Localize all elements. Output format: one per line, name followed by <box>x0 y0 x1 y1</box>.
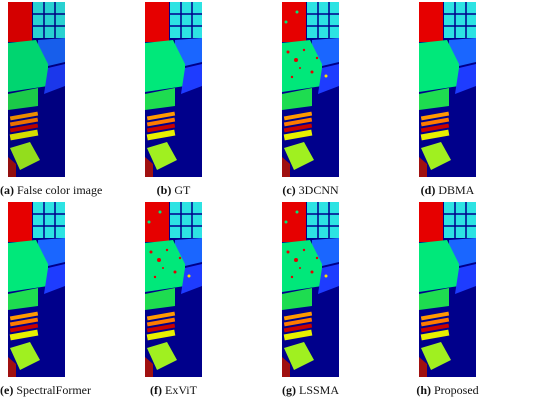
panel: (d) DBMA <box>411 2 548 198</box>
classification-map <box>8 2 65 177</box>
classification-map <box>419 2 476 177</box>
classification-map <box>282 202 339 377</box>
caption-text: Proposed <box>431 383 479 397</box>
classification-map <box>145 202 202 377</box>
caption-tag: (a) <box>0 183 14 197</box>
panel: (e) SpectralFormer <box>0 202 137 398</box>
panel: (a) False color image <box>0 2 137 198</box>
caption: (b) GT <box>137 183 210 198</box>
caption-text: GT <box>171 183 191 197</box>
classification-map <box>282 2 339 177</box>
caption-text: 3DCNN <box>295 183 339 197</box>
caption: (h) Proposed <box>411 383 484 398</box>
caption: (a) False color image <box>0 183 102 198</box>
caption-text: ExViT <box>162 383 197 397</box>
caption-text: LSSMA <box>295 383 339 397</box>
caption: (e) SpectralFormer <box>0 383 91 398</box>
caption-tag: (g) <box>281 383 296 397</box>
caption-tag: (d) <box>420 183 436 197</box>
caption-tag: (e) <box>0 383 14 397</box>
caption: (c) 3DCNN <box>274 183 347 198</box>
panel: (b) GT <box>137 2 274 198</box>
panel: (h) Proposed <box>411 202 548 398</box>
classification-map <box>8 202 65 377</box>
panel: (g) LSSMA <box>274 202 411 398</box>
panel: (c) 3DCNN <box>274 2 411 198</box>
panel: (f) ExViT <box>137 202 274 398</box>
caption-tag: (b) <box>156 183 172 197</box>
caption-tag: (f) <box>150 383 163 397</box>
classification-map <box>145 2 202 177</box>
caption: (d) DBMA <box>411 183 484 198</box>
caption: (f) ExViT <box>137 383 210 398</box>
caption-text: False color image <box>14 183 103 197</box>
caption-tag: (c) <box>282 183 296 197</box>
caption-tag: (h) <box>416 383 431 397</box>
caption-text: DBMA <box>435 183 475 197</box>
caption-text: SpectralFormer <box>13 383 91 397</box>
classification-map <box>419 202 476 377</box>
caption: (g) LSSMA <box>274 383 347 398</box>
